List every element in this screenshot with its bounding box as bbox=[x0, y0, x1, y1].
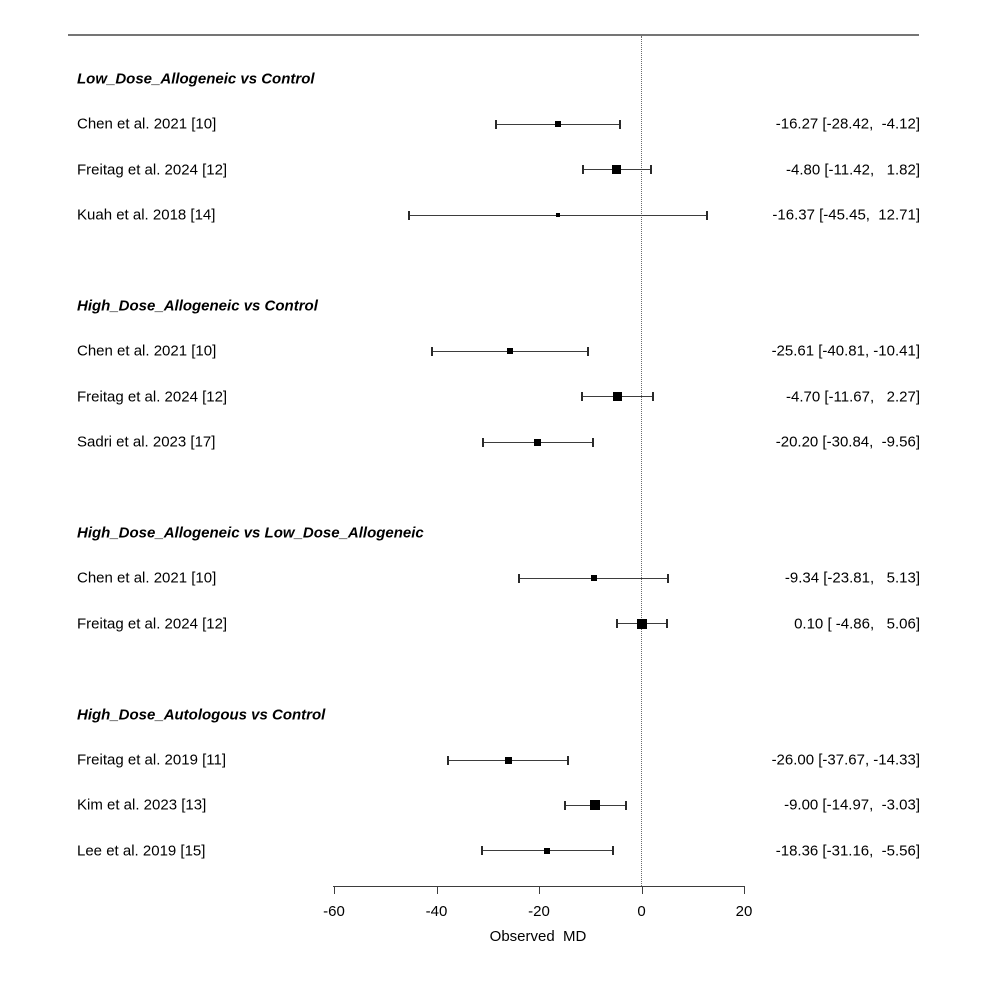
point-estimate-marker bbox=[612, 392, 622, 402]
ci-cap-left bbox=[615, 619, 618, 629]
group-heading: High_Dose_Autologous vs Control bbox=[77, 706, 326, 724]
ci-cap-left bbox=[494, 119, 497, 129]
estimate-annotation: -18.36 [-31.16, -5.56] bbox=[775, 842, 920, 860]
x-axis-tick-label: -20 bbox=[528, 903, 550, 920]
ci-cap-left bbox=[431, 346, 434, 356]
ci-cap-right bbox=[624, 800, 627, 810]
x-axis-tick-label: 0 bbox=[637, 903, 646, 920]
ci-cap-right bbox=[567, 755, 570, 765]
estimate-annotation: -16.27 [-28.42, -4.12] bbox=[775, 115, 920, 133]
study-label: Freitag et al. 2024 [12] bbox=[77, 615, 228, 633]
point-estimate-marker bbox=[590, 575, 597, 582]
x-axis-tick bbox=[334, 886, 335, 894]
estimate-annotation: -4.80 [-11.42, 1.82] bbox=[786, 161, 920, 179]
point-estimate-marker bbox=[507, 348, 514, 355]
ci-cap-left bbox=[563, 800, 566, 810]
study-label: Sadri et al. 2023 [17] bbox=[77, 433, 216, 451]
ci-cap-right bbox=[649, 165, 652, 175]
ci-cap-left bbox=[447, 755, 450, 765]
study-label: Freitag et al. 2019 [11] bbox=[77, 751, 226, 769]
study-label: Chen et al. 2021 [10] bbox=[77, 115, 217, 133]
point-estimate-marker bbox=[590, 800, 601, 811]
x-axis-tick-label: -40 bbox=[425, 903, 448, 920]
group-heading: High_Dose_Allogeneic vs Control bbox=[77, 297, 318, 315]
group-heading: High_Dose_Allogeneic vs Low_Dose_Allogen… bbox=[77, 524, 424, 542]
top-rule bbox=[68, 34, 919, 36]
x-axis-line bbox=[333, 886, 744, 887]
ci-cap-right bbox=[591, 437, 594, 447]
ci-cap-left bbox=[482, 437, 485, 447]
ci-cap-left bbox=[581, 165, 584, 175]
x-axis-tick bbox=[641, 886, 643, 894]
x-axis-tick bbox=[744, 886, 745, 894]
point-estimate-marker bbox=[637, 618, 647, 629]
point-estimate-marker bbox=[555, 213, 560, 218]
estimate-annotation: -9.00 [-14.97, -3.03] bbox=[784, 796, 920, 814]
estimate-annotation: -20.20 [-30.84, -9.56] bbox=[775, 433, 920, 451]
ci-cap-right bbox=[666, 619, 669, 629]
x-axis-tick-label: -60 bbox=[323, 903, 345, 920]
study-label: Kim et al. 2023 [13] bbox=[77, 796, 207, 814]
group-heading: Low_Dose_Allogeneic vs Control bbox=[77, 70, 315, 88]
study-label: Freitag et al. 2024 [12] bbox=[77, 161, 228, 179]
point-estimate-marker bbox=[504, 756, 512, 764]
x-axis-tick bbox=[539, 886, 540, 894]
estimate-annotation: -4.70 [-11.67, 2.27] bbox=[786, 388, 920, 406]
ci-cap-right bbox=[705, 210, 708, 220]
estimate-annotation: -16.37 [-45.45, 12.71] bbox=[772, 206, 920, 224]
study-label: Chen et al. 2021 [10] bbox=[77, 342, 217, 360]
ci-cap-right bbox=[612, 846, 614, 856]
estimate-annotation: -25.61 [-40.81, -10.41] bbox=[771, 342, 920, 360]
ci-cap-right bbox=[619, 119, 622, 129]
x-axis-label: Observed MD bbox=[489, 928, 587, 945]
estimate-annotation: -26.00 [-37.67, -14.33] bbox=[771, 751, 920, 769]
ci-cap-left bbox=[407, 210, 410, 220]
ci-cap-left bbox=[518, 573, 521, 583]
study-label: Chen et al. 2021 [10] bbox=[77, 569, 217, 587]
ci-cap-right bbox=[666, 573, 669, 583]
study-label: Lee et al. 2019 [15] bbox=[77, 842, 206, 860]
study-label: Freitag et al. 2024 [12] bbox=[77, 388, 228, 406]
point-estimate-marker bbox=[612, 165, 622, 175]
point-estimate-marker bbox=[544, 847, 551, 854]
point-estimate-marker bbox=[534, 438, 542, 446]
estimate-annotation: 0.10 [ -4.86, 5.06] bbox=[794, 615, 920, 633]
x-axis-tick-label: 20 bbox=[735, 903, 753, 920]
x-axis-tick bbox=[436, 886, 438, 894]
point-estimate-marker bbox=[555, 121, 562, 128]
ci-cap-left bbox=[480, 846, 483, 856]
ci-cap-right bbox=[652, 392, 655, 402]
zero-reference-line bbox=[641, 36, 642, 886]
estimate-annotation: -9.34 [-23.81, 5.13] bbox=[784, 569, 920, 587]
ci-cap-right bbox=[587, 346, 590, 356]
ci-cap-left bbox=[580, 392, 583, 402]
study-label: Kuah et al. 2018 [14] bbox=[77, 206, 216, 224]
